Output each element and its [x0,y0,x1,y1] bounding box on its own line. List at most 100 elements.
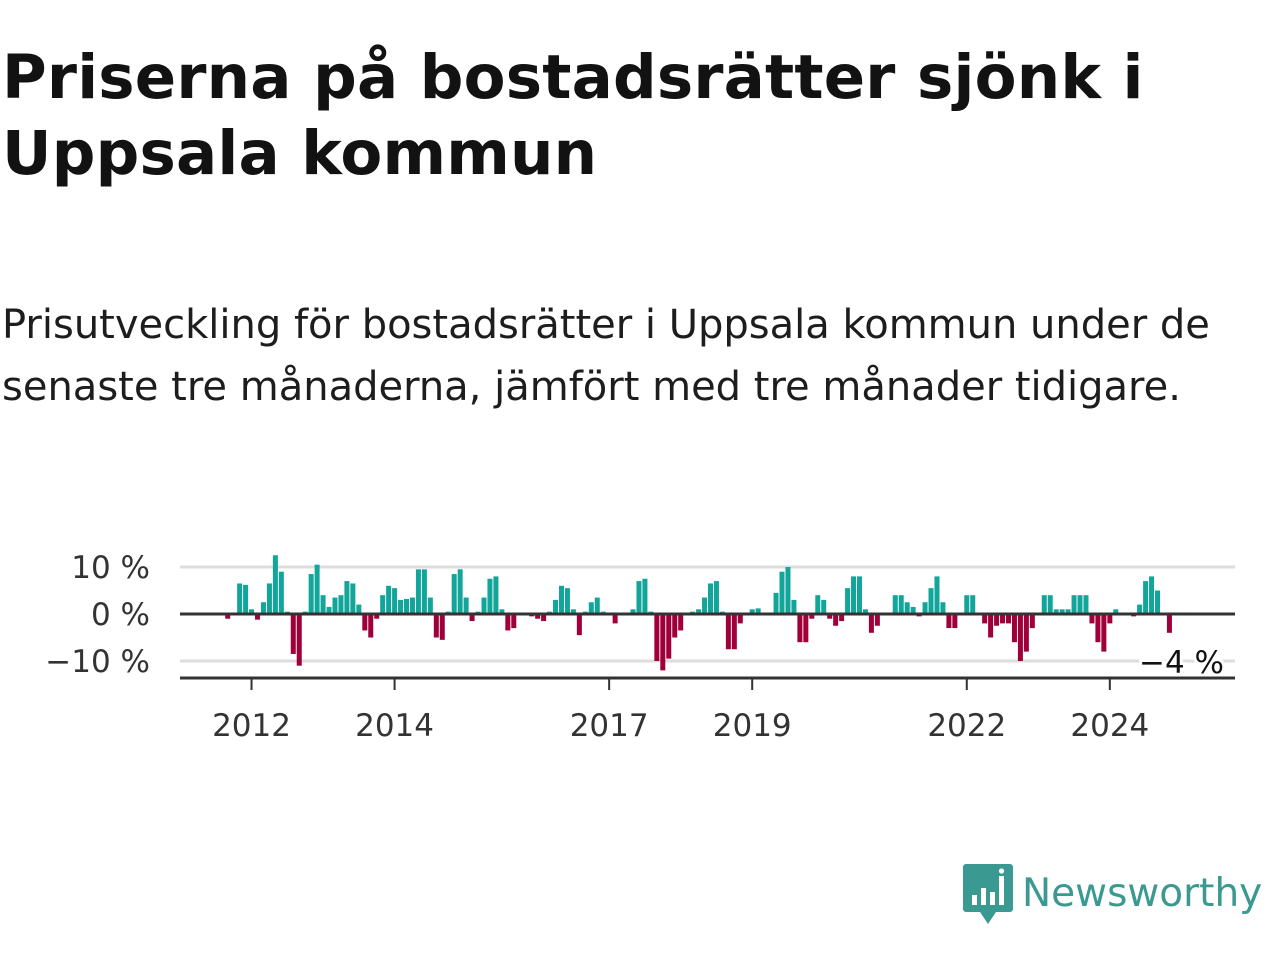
y-tick-label: 10 % [71,550,150,586]
bar [964,595,970,614]
axes [180,612,1235,690]
bar [421,569,427,614]
bar [1107,614,1113,624]
bar [392,588,398,614]
tick-labels: 10 % 0 % −10 % 2012 2014 2017 2019 2022 2024 [45,550,1149,740]
bar [1000,614,1006,624]
x-tick-label: 2014 [355,708,434,740]
bar [630,609,636,614]
bar [845,588,851,614]
bar [910,606,916,614]
bar [994,614,1000,626]
bar [1005,614,1011,624]
price-change-bar-chart: 10 % 0 % −10 % 2012 2014 2017 2019 2022 2024 −4 … [45,550,1235,740]
bar [940,602,946,614]
bar [785,567,791,614]
bar [433,614,439,638]
bar [755,608,761,614]
bar [344,581,350,614]
bar [862,609,868,614]
bar [588,602,594,614]
bar [249,609,255,614]
bar [1011,614,1017,643]
bar [1017,614,1023,661]
bar [553,599,559,614]
bar [493,576,499,614]
bar [505,614,511,631]
bar [332,597,338,614]
bar [737,614,743,624]
bar [356,604,362,614]
bar [576,614,582,636]
x-tick-label: 2012 [212,708,291,740]
bar [970,595,976,614]
bar [499,609,505,614]
bar [1089,614,1095,624]
bar [457,569,463,614]
bar [851,576,857,614]
gridlines [180,565,1235,663]
bar [809,614,815,619]
bar [570,609,576,614]
bar [1077,595,1083,614]
bar [368,614,374,638]
bar [928,588,934,614]
bar [696,609,702,614]
bar [469,614,475,622]
newsworthy-logo: Newsworthy [962,862,1262,926]
bar [749,609,755,614]
bar [1095,614,1101,643]
bar [255,614,261,620]
bar [874,614,880,626]
bar [237,583,243,614]
bar [1137,604,1143,614]
bar [535,614,541,619]
latest-value-label: −4 % [1139,645,1224,681]
bar [1059,609,1065,614]
bar [386,585,392,614]
bar [225,614,231,619]
bar [487,578,493,614]
bar [243,584,249,614]
page-title: Priserna på bostadsrätter sjönk i Uppsal… [2,42,1144,189]
bar [612,614,618,624]
bar [815,595,821,614]
bars [225,555,1172,671]
bar [982,614,988,624]
bar [1143,581,1149,614]
bar [1071,595,1077,614]
x-tick-label: 2019 [713,708,792,740]
y-tick-label: 0 % [91,597,150,633]
bar [1023,614,1029,652]
bar [797,614,803,643]
bar [290,614,296,654]
bar-chart-speech-bubble-icon [963,864,1013,924]
bar [415,569,421,614]
bar [326,606,332,614]
bar [350,583,356,614]
bar [308,574,314,614]
bar [409,597,415,614]
bar [451,574,457,614]
bar [1053,609,1059,614]
bar [654,614,660,661]
bar [856,576,862,614]
bar [702,597,708,614]
bar [666,614,672,659]
bar [564,588,570,614]
bar [803,614,809,643]
bar [821,599,827,614]
bar [1113,609,1119,614]
x-tick-label: 2022 [927,708,1006,740]
bar [934,576,940,614]
bar [541,614,547,622]
bar [839,614,845,622]
bar [362,614,368,631]
bar [952,614,958,629]
bar [791,599,797,614]
bar [439,614,445,640]
bar [380,595,386,614]
bar [833,614,839,626]
bar [1166,614,1172,633]
bar [1041,595,1047,614]
